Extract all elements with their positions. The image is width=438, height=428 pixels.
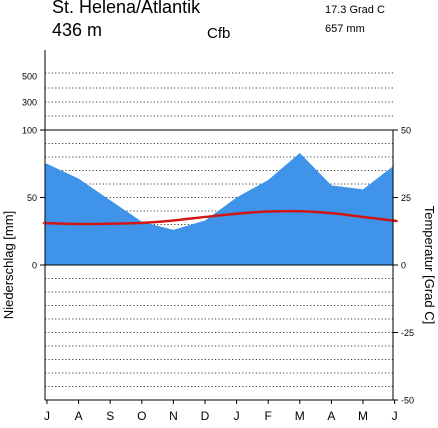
month-label: M	[358, 409, 368, 423]
precipitation-axis-label: Niederschlag [mm]	[1, 211, 16, 319]
month-label: A	[327, 409, 335, 423]
station-name: St. Helena/Atlantik	[52, 0, 201, 17]
right-tick-label: 25	[401, 193, 411, 203]
month-label: J	[234, 409, 240, 423]
temperature-line	[42, 209, 398, 226]
temperature-axis-label: Temperatur [Grad C]	[422, 206, 437, 325]
month-label: S	[106, 409, 114, 423]
right-tick-label: 50	[401, 126, 411, 136]
annual-precipitation: 657 mm	[325, 23, 365, 35]
month-label: A	[75, 409, 83, 423]
upper-tick-label: 300	[22, 98, 37, 108]
month-label: N	[169, 409, 178, 423]
mean-temperature: 17.3 Grad C	[325, 4, 385, 16]
right-tick-label: -50	[401, 396, 414, 406]
station-elevation: 436 m	[52, 20, 103, 40]
right-tick-label: 0	[401, 261, 406, 271]
climate-class: Cfb	[207, 25, 231, 42]
month-label: D	[201, 409, 210, 423]
left-tick-label: 50	[27, 193, 37, 203]
month-label: F	[265, 409, 272, 423]
month-label: M	[295, 409, 305, 423]
left-tick-label: 0	[32, 261, 37, 271]
upper-tick-label: 500	[22, 72, 37, 82]
month-label: J	[44, 409, 50, 423]
month-label: O	[137, 409, 146, 423]
plot-frame	[44, 50, 394, 401]
month-label: J	[392, 409, 398, 423]
precipitation-area	[45, 152, 395, 265]
right-tick-label: -25	[401, 328, 414, 338]
left-tick-label: 100	[22, 126, 37, 136]
